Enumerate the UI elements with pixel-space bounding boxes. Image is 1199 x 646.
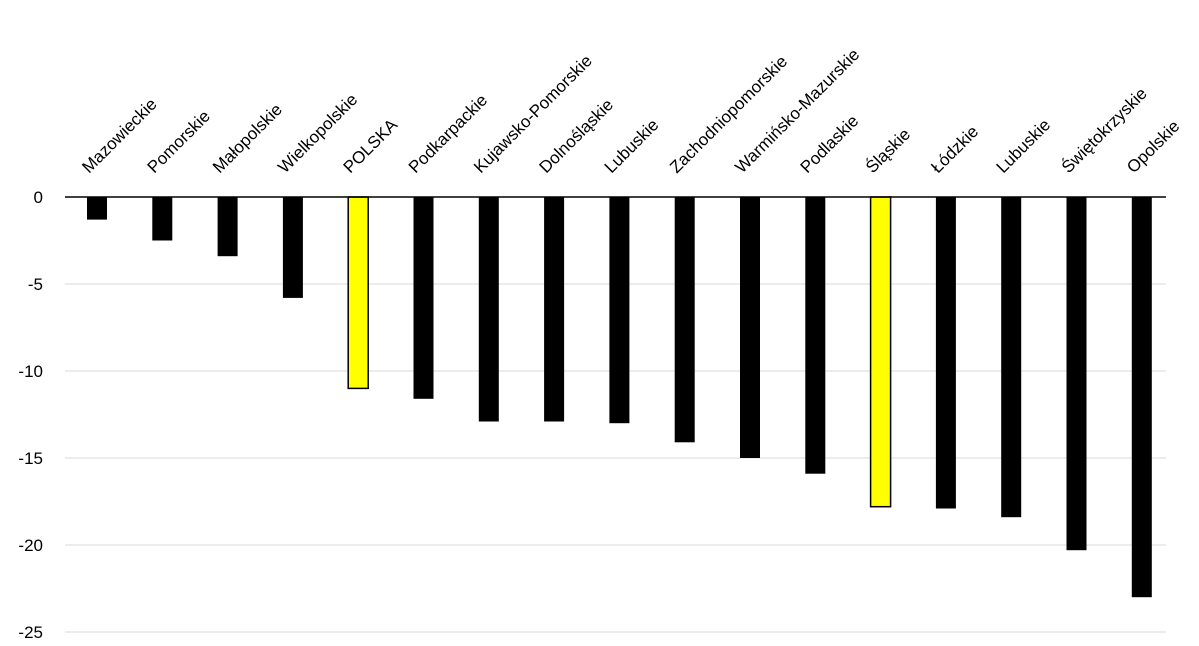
- category-label: Zachodniopomorskie: [666, 52, 791, 177]
- bar-śląskie: [869, 196, 892, 508]
- y-tick-label: -10: [18, 362, 43, 381]
- bar-podkarpackie: [413, 197, 434, 399]
- bar-podlaskie: [805, 197, 826, 474]
- y-tick-label: 0: [34, 188, 43, 207]
- category-label: Pomorskie: [144, 107, 214, 177]
- bar-kujawsko-pomorskie: [478, 197, 499, 422]
- category-label: Opolskie: [1123, 117, 1183, 177]
- bar-małopolskie: [217, 197, 238, 257]
- bar-polska: [347, 196, 369, 390]
- bar-świętokrzyskie: [1066, 197, 1087, 551]
- y-tick-label: -5: [28, 275, 43, 294]
- y-axis-ticks: 0 -5 -10 -15 -20 -25: [18, 188, 43, 642]
- category-label: Lubuskie: [601, 115, 663, 177]
- bar-wielkopolskie: [282, 197, 303, 298]
- bar-łódzkie: [935, 197, 956, 509]
- category-label: Kujawsko-Pomorskie: [470, 51, 596, 177]
- bar-dolnośląskie: [544, 197, 565, 422]
- bar-zachodniopomorskie: [674, 197, 695, 443]
- y-tick-label: -15: [18, 449, 43, 468]
- category-label: Lubuskie: [993, 115, 1055, 177]
- bar-lubuskie: [609, 197, 630, 424]
- category-label: Podlaskie: [797, 111, 863, 177]
- category-label: Warmińsko-Mazurskie: [731, 45, 863, 177]
- bar-opolskie: [1131, 197, 1152, 598]
- bar-pomorskie: [152, 197, 173, 241]
- category-label: Małopolskie: [209, 100, 286, 177]
- y-tick-label: -25: [18, 623, 43, 641]
- gridlines: [65, 283, 1166, 633]
- bars: [87, 196, 1152, 598]
- y-tick-label: -20: [18, 536, 43, 555]
- bar-mazowieckie: [87, 197, 107, 220]
- category-label: Łódzkie: [927, 122, 982, 177]
- category-label: Śląskie: [862, 125, 914, 177]
- bar-warmińsko-mazurskie: [740, 197, 760, 458]
- category-label: POLSKA: [340, 115, 402, 177]
- category-labels: MazowieckiePomorskieMałopolskieWielkopol…: [78, 45, 1183, 177]
- bar-lubuskie: [1001, 197, 1022, 518]
